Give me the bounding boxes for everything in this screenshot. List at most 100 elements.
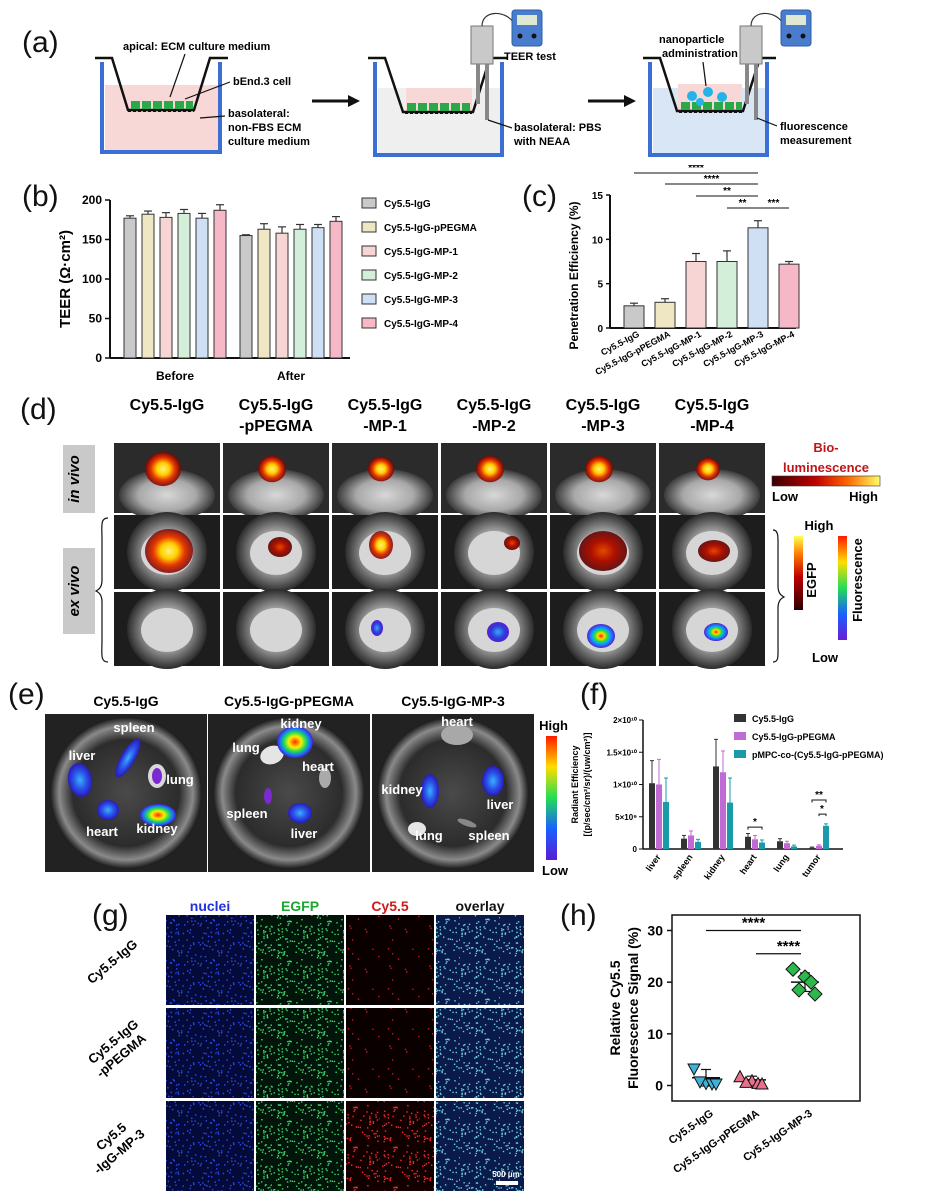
y-tick-label: 2×10¹⁰ <box>613 716 638 725</box>
row-label: Cy5.5-IgG <box>84 936 140 986</box>
panel-letter-d: (d) <box>20 393 57 426</box>
panel-letter-a: (a) <box>22 26 59 59</box>
channel-title: EGFP <box>281 898 319 914</box>
chart-h-relative-signal: 0 10 20 30 Relative Cy5.5 Fluorescence Signal… <box>607 914 861 1176</box>
bar <box>195 217 209 359</box>
organ-label: spleen <box>226 806 267 821</box>
x-category-label: spleen <box>670 852 695 881</box>
colorbar-high: High <box>539 718 568 733</box>
egfp-signal <box>268 537 292 557</box>
significance-label: **** <box>742 915 766 932</box>
legend-bio-l1: Bio- <box>813 440 838 455</box>
y-axis-label: TEER (Ω·cm²) <box>57 230 74 328</box>
egfp-signal <box>698 540 730 562</box>
scale-label: 500 μm <box>492 1170 520 1179</box>
data-point <box>803 974 819 990</box>
legend-label: Cy5.5-IgG-pPEGMA <box>384 223 477 234</box>
data-point <box>709 1078 723 1091</box>
label-bend3: bEnd.3 cell <box>233 76 291 88</box>
y-tick-label: 100 <box>82 272 102 286</box>
organ-label: kidney <box>136 821 178 836</box>
panel-g-microscopy: nuclei EGFP Cy5.5 overlayCy5.5-IgGCy5.5-IgG… <box>84 898 524 1191</box>
micrograph <box>256 1008 344 1098</box>
micrograph <box>166 1008 254 1098</box>
chart-b-teer: 0 50 100 150 200 TEER (Ω·cm²) Before After Cy5.5… <box>57 193 477 383</box>
bar <box>141 213 155 359</box>
mouse-body <box>555 469 651 521</box>
x-category-label: Before <box>156 369 194 383</box>
organ-kidney <box>140 804 176 826</box>
egfp-signal <box>579 531 627 571</box>
bar <box>720 772 726 849</box>
organ-liver <box>67 763 93 797</box>
legend-label: Cy5.5-IgG <box>752 714 794 724</box>
organ-lung <box>260 745 284 765</box>
bar <box>727 802 733 849</box>
legend-swatch <box>361 197 377 209</box>
label-apical: apical: ECM culture medium <box>123 41 271 53</box>
significance-label: * <box>820 804 824 815</box>
bar <box>784 843 790 849</box>
label-fluo-l2: measurement <box>780 135 852 147</box>
plot-frame <box>671 914 861 1102</box>
legend-high: High <box>849 489 878 504</box>
organ-heart <box>97 800 119 820</box>
significance-label: **** <box>688 165 704 174</box>
bioluminescence-spot <box>258 455 286 483</box>
channel-title: Cy5.5 <box>371 898 409 914</box>
label-teer: TEER test <box>504 51 556 63</box>
y-tick-label: 10 <box>592 235 604 246</box>
organ-lung-signal <box>152 768 162 784</box>
bar <box>809 847 815 849</box>
organ-label: lung <box>166 772 193 787</box>
organ-label: heart <box>302 759 334 774</box>
column-subtitle: -pPEGMA <box>239 418 313 435</box>
legend-swatch <box>361 317 377 329</box>
micrograph <box>256 915 344 1005</box>
data-point <box>807 986 823 1002</box>
legend-swatch <box>361 245 377 257</box>
significance-bracket <box>811 799 827 803</box>
x-category-label: After <box>277 369 305 383</box>
mouse-body <box>228 469 324 521</box>
bracket-right <box>772 529 786 663</box>
bar <box>213 209 227 359</box>
bar <box>747 227 769 329</box>
y-tick-label: 200 <box>82 193 102 207</box>
channel-title: nuclei <box>190 898 230 914</box>
legend-swatch <box>361 269 377 281</box>
legend-label: Cy5.5-IgG-MP-4 <box>384 319 458 330</box>
y-tick-label: 15 <box>592 191 604 202</box>
fluo-colorbar <box>838 536 847 640</box>
organ-label: spleen <box>113 720 154 735</box>
x-category-label: kidney <box>702 852 727 881</box>
brain-tissue <box>141 608 193 652</box>
bar <box>759 842 765 849</box>
y-axis-label-l2: [(p/sec/cm²/sr)/(uw/cm²)] <box>582 732 592 836</box>
y-tick-label: 5×10⁹ <box>615 813 637 822</box>
organ-kidney <box>421 774 439 808</box>
bioluminescence-spot <box>696 457 720 481</box>
petri-dish <box>213 717 365 869</box>
dish-title: Cy5.5-IgG-pPEGMA <box>224 693 354 709</box>
column-subtitle: -MP-4 <box>690 418 734 435</box>
significance-label: * <box>753 817 757 828</box>
bar <box>123 217 137 359</box>
bar <box>752 839 758 849</box>
organ-spleen <box>264 788 272 804</box>
micrograph <box>346 915 434 1005</box>
organ-liver <box>482 766 504 796</box>
organ-label: heart <box>86 824 118 839</box>
micrograph <box>346 1008 434 1098</box>
significance-bracket <box>818 813 827 817</box>
panel-letter-e: (e) <box>8 678 45 711</box>
x-category-label: tumor <box>800 852 823 879</box>
colorbar <box>546 736 557 860</box>
y-tick-label: 50 <box>89 312 103 326</box>
legend-label: Cy5.5-IgG-pPEGMA <box>752 732 836 742</box>
mouse-body <box>664 469 760 521</box>
organ-label: kidney <box>280 716 322 731</box>
row-label-in-vivo: in vivo <box>66 455 83 503</box>
y-tick-label: 1×10¹⁰ <box>613 781 638 790</box>
